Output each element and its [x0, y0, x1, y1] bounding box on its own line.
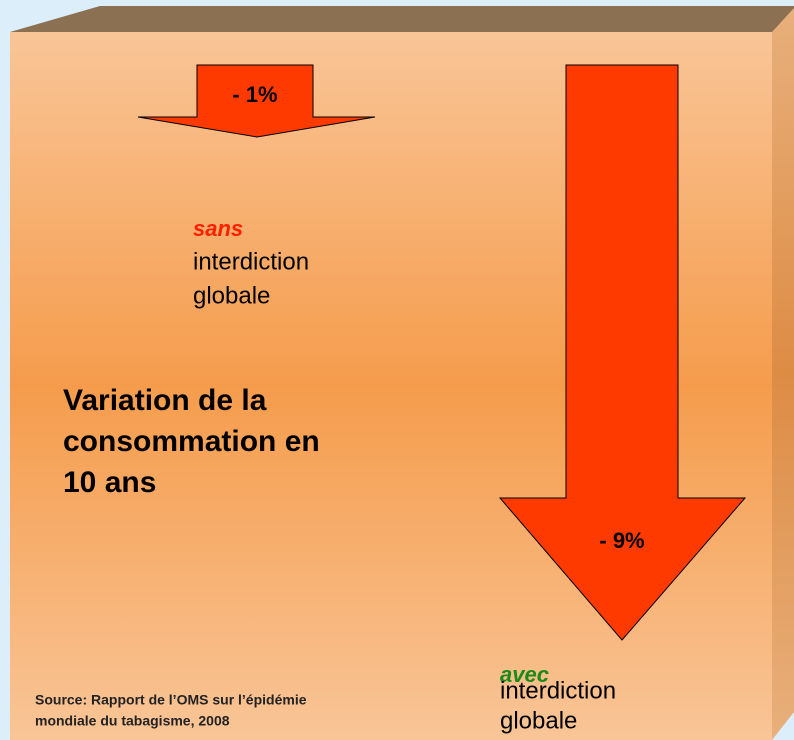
caption: interdiction — [193, 248, 309, 275]
source: mondiale du tabagisme, 2008 — [35, 713, 230, 729]
box-top — [10, 6, 794, 32]
arrow-label: - 1% — [232, 82, 277, 107]
heading: consommation en — [63, 425, 320, 458]
source: Source: Rapport de l’OMS sur l’épidémie — [35, 692, 307, 708]
caption: globale — [193, 282, 270, 309]
arrow-label: - 9% — [599, 528, 644, 553]
caption: globale — [500, 707, 577, 734]
emphasis: sans — [193, 216, 243, 241]
heading: Variation de la — [63, 384, 267, 417]
large-arrow — [498, 64, 747, 641]
box-side — [772, 8, 794, 740]
heading: 10 ans — [63, 466, 156, 499]
small-arrow — [137, 64, 376, 138]
emphasis: avec — [500, 662, 549, 687]
caption: interdiction — [500, 678, 616, 705]
